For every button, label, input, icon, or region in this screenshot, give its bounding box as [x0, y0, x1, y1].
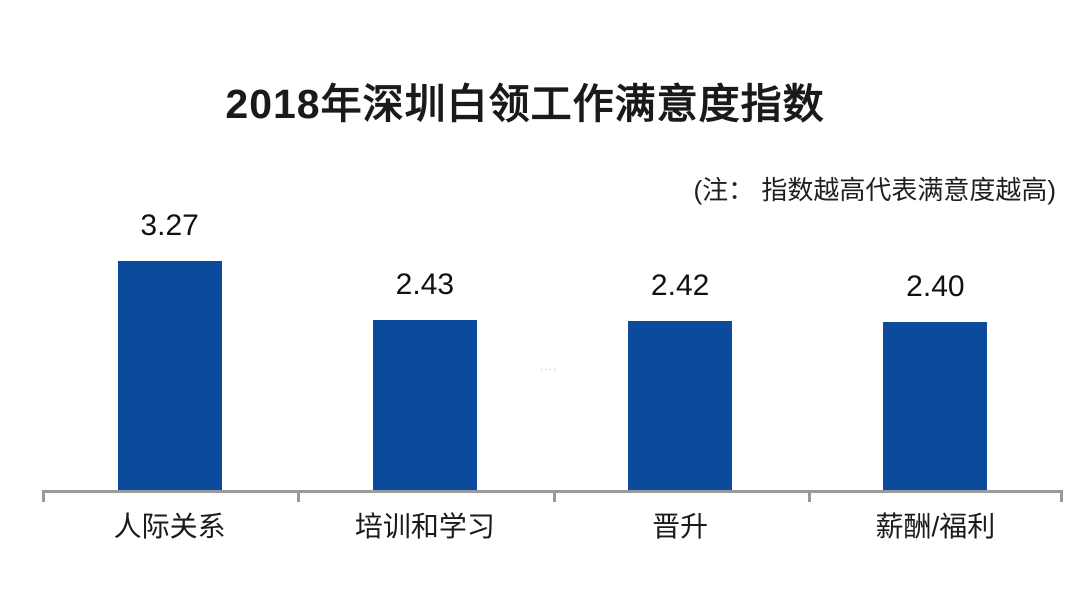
chart-note: (注： 指数越高代表满意度越高): [693, 175, 1056, 205]
bar-value-label: 2.43: [395, 268, 455, 301]
x-axis-category-label: 人际关系: [113, 511, 226, 542]
bar-slot: 3.27: [42, 191, 297, 491]
x-axis-ticks: [42, 493, 1063, 502]
bar-value-label: 3.27: [140, 209, 199, 242]
axis-tick: [42, 493, 45, 502]
axis-tick: [1060, 493, 1063, 502]
axis-tick: [552, 493, 556, 502]
x-axis-category-label: 晋升: [652, 511, 709, 542]
bars-area: 3.27 2.43 2.42 2.40: [42, 191, 1063, 491]
axis-tick: [807, 493, 811, 502]
bar-slot: 2.43: [297, 191, 552, 491]
chart-title: 2018年深圳白领工作满意度指数: [225, 81, 825, 127]
x-axis-category-label: 培训和学习: [354, 511, 495, 542]
watermark-dots: ····: [540, 364, 558, 375]
bar-slot: 2.40: [808, 191, 1063, 491]
bar: [372, 320, 477, 491]
bar-value-label: 2.42: [650, 269, 710, 302]
x-axis-labels: 人际关系 培训和学习 晋升 薪酬/福利: [42, 505, 1063, 545]
bar: [628, 321, 733, 491]
x-axis-line: [42, 490, 1063, 493]
bar: [883, 322, 988, 491]
bar: [117, 261, 222, 491]
axis-tick: [297, 493, 301, 502]
bar-value-label: 2.40: [906, 270, 965, 303]
bar-chart-plot-area: 3.27 2.43 2.42 2.40 ···· 人际关系 培训和学习 晋升 薪酬/福利: [42, 150, 1063, 542]
x-axis-category-label: 薪酬/福利: [875, 511, 996, 542]
bar-slot: 2.42: [553, 191, 808, 491]
